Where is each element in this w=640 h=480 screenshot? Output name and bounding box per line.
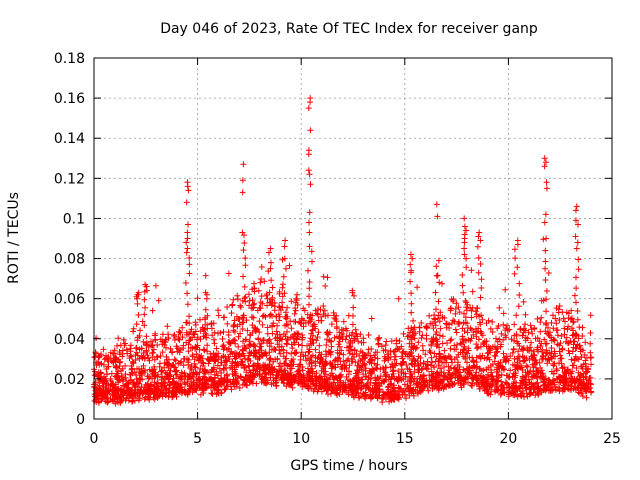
y-tick-label: 0	[76, 412, 85, 428]
y-tick-label: 0.06	[54, 292, 85, 308]
y-tick-label: 0.16	[54, 91, 85, 107]
x-tick-label: 0	[90, 431, 99, 447]
y-tick-label: 0.04	[54, 332, 85, 348]
x-tick-label: 10	[292, 431, 310, 447]
tick-labels: 0 0.02 0.04 0.06 0.08 0.1 0.12 0.14 0.16 0.18 0 5 10…	[54, 51, 621, 447]
y-tick-label: 0.1	[63, 211, 85, 227]
chart-title: Day 046 of 2023, Rate Of TEC Index for r…	[160, 21, 538, 37]
x-tick-label: 5	[193, 431, 202, 447]
y-tick-label: 0.12	[54, 171, 85, 187]
x-tick-label: 20	[499, 431, 517, 447]
y-tick-label: 0.02	[54, 372, 85, 388]
y-axis-label: ROTI / TECUs	[6, 192, 22, 284]
plot-frame	[93, 57, 613, 420]
x-axis-label: GPS time / hours	[290, 458, 407, 474]
roti-points	[91, 95, 595, 407]
x-tick-label: 15	[396, 431, 414, 447]
y-tick-label: 0.14	[54, 131, 85, 147]
y-tick-label: 0.18	[54, 51, 85, 67]
y-tick-label: 0.08	[54, 252, 85, 268]
data-points	[91, 95, 595, 407]
x-tick-label: 25	[603, 431, 621, 447]
axis-ticks	[93, 57, 613, 420]
